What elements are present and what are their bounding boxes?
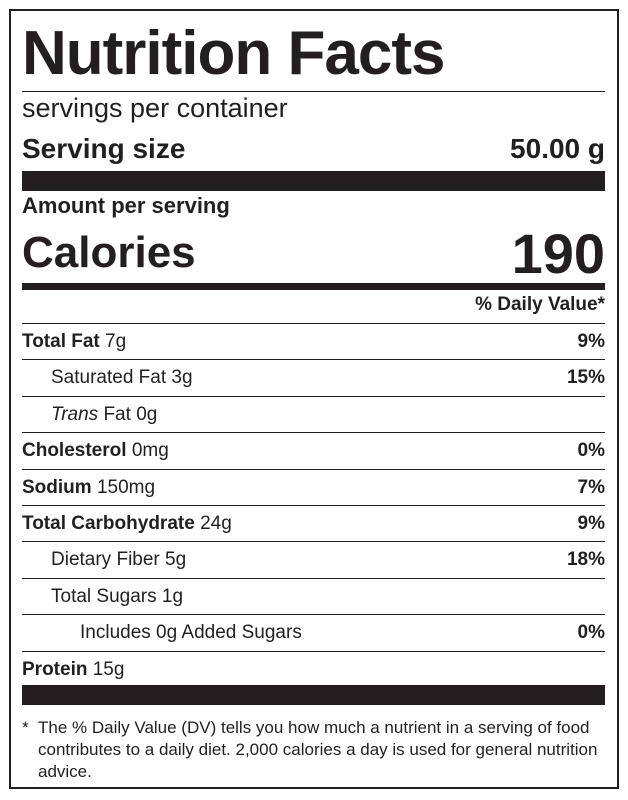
nutrient-row: Sodium 150mg 7% — [22, 470, 605, 506]
nutrient-name: Protein 15g — [22, 659, 124, 681]
servings-per-container: servings per container — [22, 93, 288, 123]
nutrient-label: Cholesterol — [22, 440, 127, 462]
amount-per-serving: Amount per serving — [22, 193, 230, 218]
label-inner: Nutrition Facts servings per container S… — [22, 11, 605, 787]
footnote-text: The % Daily Value (DV) tells you how muc… — [38, 718, 598, 781]
nutrient-name: Sodium 150mg — [22, 477, 155, 499]
nutrient-daily-value: 18% — [566, 549, 605, 571]
nutrient-name: Total Carbohydrate 24g — [22, 513, 232, 535]
serving-size-value: 50.00 g — [510, 133, 605, 164]
nutrient-name: Includes 0g Added Sugars — [22, 622, 302, 644]
nutrient-row: Cholesterol 0mg 0% — [22, 433, 605, 469]
nutrient-label: Total Sugars — [51, 585, 157, 607]
row-divider — [22, 359, 605, 361]
nutrient-label: Total Fat — [22, 331, 100, 352]
label-title: Nutrition Facts — [22, 19, 445, 88]
row-divider — [22, 614, 605, 616]
nutrient-row: Includes 0g Added Sugars 0% — [22, 615, 605, 651]
nutrient-daily-value: 7% — [577, 476, 605, 498]
nutrient-name: Total Fat 7g — [22, 331, 126, 353]
row-divider — [22, 577, 605, 579]
row-divider — [22, 432, 605, 434]
nutrient-amount: 5g — [165, 549, 187, 571]
nutrient-label: Total Carbohydrate — [22, 513, 195, 534]
footnote-marker: * — [22, 718, 29, 737]
nutrient-amount: 1g — [161, 585, 184, 607]
nutrient-amount: 24g — [200, 513, 232, 534]
row-divider — [22, 323, 605, 324]
nutrient-name: Dietary Fiber 5g — [22, 549, 186, 571]
nutrient-name: Trans Fat 0g — [22, 404, 157, 426]
nutrient-name: Saturated Fat 3g — [22, 367, 193, 389]
calories-row: Calories 190 — [22, 222, 605, 285]
row-divider — [22, 468, 605, 470]
nutrient-row: Total Fat 7g 9% — [22, 324, 605, 360]
nutrient-label: Trans — [51, 403, 99, 425]
nutrient-row: Dietary Fiber 5g 18% — [22, 542, 605, 578]
nutrition-facts-label: Nutrition Facts servings per container S… — [9, 9, 619, 789]
medium-divider — [22, 283, 605, 290]
nutrient-label: Dietary Fiber — [51, 549, 160, 571]
nutrient-name: Total Sugars 1g — [22, 586, 183, 608]
nutrient-label-suffix: Fat — [103, 403, 131, 425]
nutrient-amount: 7g — [105, 331, 127, 352]
nutrient-daily-value: 9% — [577, 513, 605, 534]
row-divider — [22, 541, 605, 543]
calories-value: 190 — [511, 221, 605, 285]
nutrient-amount: 150mg — [96, 476, 156, 498]
calories-label: Calories — [22, 228, 196, 277]
thick-divider-bottom — [22, 685, 605, 705]
nutrient-label: Includes 0g Added Sugars — [80, 622, 302, 644]
nutrient-amount: 15g — [92, 658, 125, 680]
nutrient-row: Trans Fat 0g — [22, 397, 605, 433]
thick-divider — [22, 171, 605, 191]
row-divider — [22, 650, 605, 652]
nutrient-row: Protein 15g — [22, 652, 605, 688]
serving-size-label: Serving size — [22, 133, 186, 164]
nutrient-amount: 3g — [171, 367, 193, 389]
nutrient-daily-value: 9% — [577, 331, 605, 352]
footnote: * The % Daily Value (DV) tells you how m… — [22, 717, 605, 783]
nutrient-name: Cholesterol 0mg — [22, 440, 169, 462]
nutrient-row: Total Sugars 1g — [22, 579, 605, 615]
nutrient-amount: 0mg — [131, 440, 169, 462]
daily-value-header: % Daily Value* — [475, 294, 605, 315]
nutrient-daily-value: 0% — [577, 440, 605, 462]
nutrient-label: Sodium — [22, 476, 92, 498]
nutrient-row: Saturated Fat 3g 15% — [22, 360, 605, 396]
row-divider — [22, 505, 605, 506]
nutrient-label: Saturated Fat — [51, 367, 167, 389]
serving-size-row: Serving size 50.00 g — [22, 131, 605, 167]
nutrient-daily-value: 15% — [566, 367, 605, 389]
divider — [22, 91, 605, 92]
nutrient-label: Protein — [22, 658, 88, 680]
nutrient-amount: 0g — [136, 403, 158, 425]
row-divider — [22, 395, 605, 397]
nutrient-row: Total Carbohydrate 24g 9% — [22, 506, 605, 542]
nutrient-daily-value: 0% — [577, 622, 605, 644]
